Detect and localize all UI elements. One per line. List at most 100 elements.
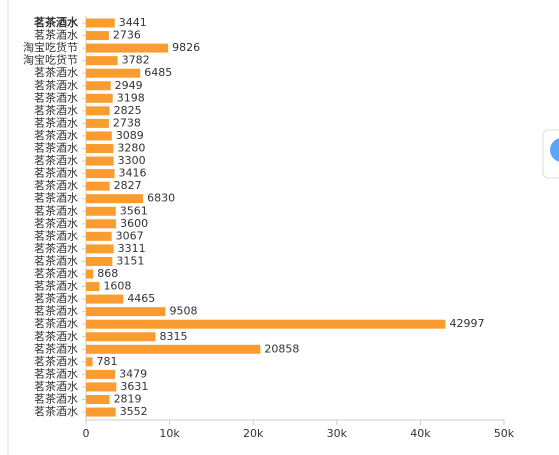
value-label: 3311 — [118, 242, 146, 255]
bar — [86, 256, 113, 266]
y-tick-label: 茗茶酒水 — [34, 104, 78, 117]
bar — [86, 194, 144, 204]
bar — [86, 181, 110, 191]
value-label: 3151 — [116, 254, 144, 267]
y-tick-label: 茗茶酒水 — [34, 330, 78, 343]
bar — [86, 93, 113, 103]
x-tick-label: 50k — [494, 427, 515, 440]
y-tick-label: 茗茶酒水 — [34, 242, 78, 255]
y-tick-label: 茗茶酒水 — [34, 66, 78, 79]
y-tick-label: 茗茶酒水 — [34, 142, 78, 155]
y-tick-label: 淘宝吃货节 — [23, 53, 78, 67]
y-tick-label: 茗茶酒水 — [34, 229, 78, 242]
y-tick-label: 茗茶酒水 — [34, 179, 78, 192]
bar — [86, 31, 109, 41]
y-tick-label: 茗茶酒水 — [34, 91, 78, 104]
value-label: 20858 — [264, 342, 299, 355]
y-tick-label: 茗茶酒水 — [34, 192, 78, 205]
value-label: 1608 — [103, 280, 131, 293]
value-label: 2736 — [113, 29, 141, 42]
value-label: 3600 — [120, 217, 148, 230]
value-label: 3441 — [119, 16, 147, 29]
value-label: 8315 — [160, 330, 188, 343]
value-label: 868 — [97, 267, 118, 280]
bar — [86, 344, 261, 354]
bar — [86, 395, 110, 404]
value-label: 3561 — [120, 204, 148, 217]
y-tick-label: 茗茶酒水 — [34, 280, 78, 293]
value-label: 3631 — [120, 380, 148, 393]
x-tick-label: 20k — [243, 427, 264, 440]
y-tick-label: 茗茶酒水 — [34, 342, 78, 355]
bar — [86, 106, 110, 116]
bar — [86, 319, 446, 329]
y-tick-label: 茗茶酒水 — [34, 254, 78, 267]
value-label: 2738 — [113, 116, 141, 129]
y-tick-label: 茗茶酒水 — [34, 154, 78, 167]
value-label: 3782 — [122, 54, 150, 67]
value-label: 9826 — [172, 41, 200, 54]
y-tick-label: 淘宝吃货节 — [23, 40, 78, 54]
bar — [86, 231, 112, 241]
x-tick-label: 30k — [327, 427, 348, 440]
side-widget[interactable] — [542, 129, 559, 179]
bar — [86, 56, 118, 66]
value-label: 3280 — [117, 142, 145, 155]
y-tick-label: 茗茶酒水 — [34, 405, 78, 418]
value-label: 2825 — [114, 104, 142, 117]
bar — [86, 131, 112, 141]
value-label: 9508 — [169, 305, 197, 318]
bar — [86, 43, 169, 53]
y-tick-label: 茗茶酒水 — [34, 355, 78, 368]
value-label: 3416 — [119, 167, 147, 180]
y-tick-label: 茗茶酒水 — [34, 317, 78, 330]
y-tick-label: 茗茶酒水 — [34, 204, 78, 217]
bar — [86, 118, 109, 128]
value-label: 42997 — [449, 317, 484, 330]
bar — [86, 369, 116, 379]
bar — [86, 219, 117, 229]
value-label: 4465 — [127, 292, 155, 305]
y-tick-label: 茗茶酒水 — [34, 367, 78, 380]
value-label: 3089 — [116, 129, 144, 142]
y-tick-label: 茗茶酒水 — [34, 305, 78, 318]
value-label: 3300 — [118, 154, 146, 167]
value-label: 3067 — [116, 229, 144, 242]
y-tick-label: 茗茶酒水 — [34, 15, 79, 29]
y-tick-label: 茗茶酒水 — [34, 217, 78, 230]
y-tick-label: 茗茶酒水 — [34, 380, 78, 393]
value-label: 3552 — [120, 405, 148, 418]
value-label: 781 — [97, 355, 118, 368]
value-label: 6485 — [144, 66, 172, 79]
bar — [86, 307, 166, 317]
x-tick-label: 0 — [83, 427, 90, 440]
x-tick-label: 40k — [410, 427, 431, 440]
y-tick-label: 茗茶酒水 — [34, 267, 78, 280]
bar — [86, 407, 116, 417]
widget-icon[interactable] — [550, 138, 559, 162]
value-label: 2819 — [114, 393, 142, 406]
bar — [86, 169, 115, 179]
bar — [86, 382, 117, 392]
y-tick-label: 茗茶酒水 — [34, 167, 78, 180]
bar — [86, 244, 114, 254]
bar — [86, 269, 94, 279]
x-tick-label: 10k — [159, 427, 180, 440]
bar — [86, 144, 114, 153]
bar — [86, 294, 124, 304]
value-label: 2827 — [114, 179, 142, 192]
bar — [86, 332, 156, 342]
bar — [86, 206, 116, 216]
value-label: 3198 — [117, 91, 145, 104]
bar — [86, 357, 93, 367]
y-tick-label: 茗茶酒水 — [34, 29, 78, 42]
y-tick-label: 茗茶酒水 — [34, 393, 78, 406]
value-label: 6830 — [147, 192, 175, 205]
bar — [86, 18, 115, 28]
bar — [86, 282, 100, 292]
y-tick-label: 茗茶酒水 — [34, 116, 78, 129]
y-tick-label: 茗茶酒水 — [34, 79, 78, 92]
bar — [86, 156, 114, 166]
value-label: 2949 — [115, 79, 143, 92]
